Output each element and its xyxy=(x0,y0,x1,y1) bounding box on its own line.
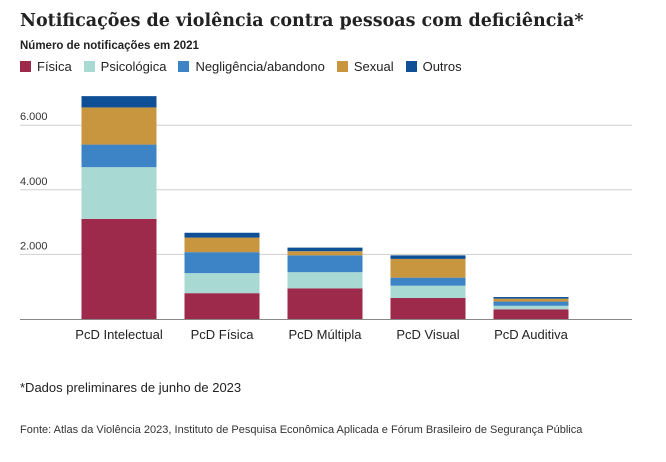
chart-title: Notificações de violência contra pessoas… xyxy=(20,11,584,31)
bar-segment xyxy=(287,272,363,289)
x-tick-label: PcD Intelectual xyxy=(75,327,163,342)
legend-swatch-negligencia xyxy=(178,61,190,72)
bar-segment xyxy=(81,218,157,319)
bar-segment xyxy=(493,301,569,306)
legend: Física Psicológica Negligência/abandono … xyxy=(20,59,474,74)
bar-segment xyxy=(184,232,260,238)
legend-item-psicologica: Psicológica xyxy=(83,59,167,74)
bar-segment xyxy=(81,144,157,168)
legend-item-sexual: Sexual xyxy=(336,59,394,74)
bar-segment xyxy=(184,293,260,319)
legend-item-negligencia: Negligência/abandono xyxy=(178,59,325,74)
bar-segment xyxy=(287,247,363,252)
stacked-bar-chart: 2.000 4.000 6.000 PcD Intelectual PcD Física… xyxy=(20,96,632,342)
bar-segment xyxy=(184,273,260,294)
legend-swatch-outros xyxy=(405,61,417,72)
bar-segment xyxy=(390,258,466,278)
bar-segment xyxy=(287,251,363,256)
legend-swatch-fisica xyxy=(20,61,31,72)
legend-label-outros: Outros xyxy=(422,59,462,74)
bar-segment xyxy=(184,237,260,253)
chart-subtitle: Número de notificações em 2021 xyxy=(20,40,199,52)
legend-label-sexual: Sexual xyxy=(353,59,394,74)
x-tick-label: PcD Visual xyxy=(396,327,459,342)
legend-swatch-sexual xyxy=(336,61,348,72)
bar-segment xyxy=(390,285,466,299)
bar-segment xyxy=(493,298,569,302)
legend-swatch-psicologica xyxy=(83,61,95,72)
x-tick-label: PcD Múltipla xyxy=(289,327,363,342)
bar-segment xyxy=(493,305,569,310)
source-note: Fonte: Atlas da Violência 2023, Institut… xyxy=(20,424,583,436)
bar-segment xyxy=(81,96,157,108)
bar-segment xyxy=(81,107,157,145)
x-tick-label: PcD Física xyxy=(191,327,255,342)
y-tick-label: 4.000 xyxy=(20,176,48,188)
legend-item-fisica: Física xyxy=(20,59,72,74)
y-tick-label: 2.000 xyxy=(20,240,48,252)
bar-segment xyxy=(287,255,363,273)
legend-label-psicologica: Psicológica xyxy=(100,59,167,74)
footnote: *Dados preliminares de junho de 2023 xyxy=(20,380,242,395)
bar-segment xyxy=(493,309,569,319)
legend-label-fisica: Física xyxy=(37,59,72,74)
x-tick-label: PcD Auditiva xyxy=(494,327,568,342)
bar-segment xyxy=(287,288,363,319)
legend-item-outros: Outros xyxy=(405,59,462,74)
bar-segment xyxy=(390,277,466,286)
y-tick-label: 6.000 xyxy=(20,111,48,123)
bar-segment xyxy=(390,298,466,319)
legend-label-negligencia: Negligência/abandono xyxy=(195,59,325,74)
bar-segment xyxy=(81,167,157,219)
bar-segment xyxy=(184,252,260,274)
bar-segment xyxy=(390,255,466,259)
bar-segment xyxy=(493,297,569,299)
